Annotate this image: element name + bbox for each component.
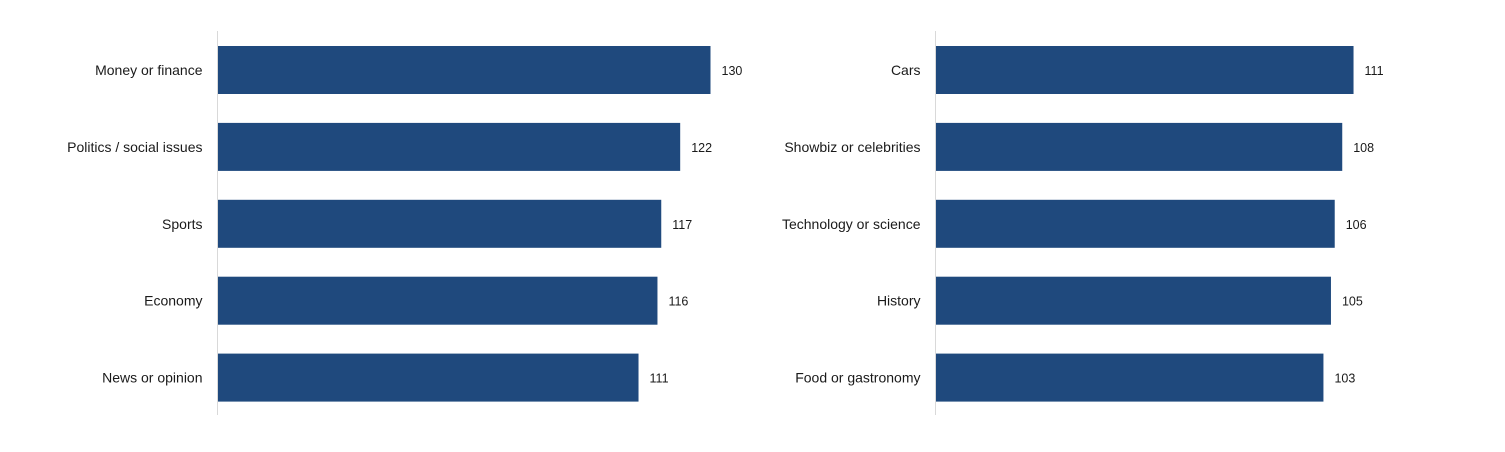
left-category-label-4: Economy (144, 293, 202, 309)
left-bar-3 (218, 199, 662, 248)
left-value-label-4: 116 (668, 295, 688, 309)
right-bar-2 (936, 122, 1343, 171)
right-value-label-3: 106 (1346, 218, 1367, 232)
left-value-label-1: 130 (722, 64, 743, 78)
right-value-label-5: 103 (1334, 372, 1355, 386)
left-bar-5 (218, 353, 639, 402)
left-category-label-1: Money or finance (95, 62, 203, 78)
right-value-label-4: 105 (1342, 295, 1363, 309)
left-value-label-5: 111 (650, 372, 669, 386)
left-bar-chart: Money or finance 130 Politics / social iss… (67, 31, 742, 415)
right-bar-3 (936, 199, 1335, 248)
right-bar-4 (936, 276, 1331, 325)
right-category-label-3: Technology or science (782, 216, 921, 232)
left-bar-4 (218, 276, 658, 325)
left-category-label-2: Politics / social issues (67, 139, 202, 155)
left-bar-2 (218, 122, 681, 171)
left-value-label-3: 117 (672, 218, 692, 232)
right-category-label-2: Showbiz or celebrities (784, 139, 920, 155)
left-category-label-5: News or opinion (102, 370, 202, 386)
left-value-label-2: 122 (691, 141, 712, 155)
right-value-label-1: 111 (1365, 64, 1384, 78)
right-category-label-4: History (877, 293, 921, 309)
right-bar-5 (936, 353, 1324, 402)
right-category-label-1: Cars (891, 62, 921, 78)
right-category-label-5: Food or gastronomy (795, 370, 920, 386)
left-bar-1 (218, 46, 711, 94)
right-bar-chart: Cars 111 Showbiz or celebrities 108 Technolo… (782, 31, 1384, 415)
right-value-label-2: 108 (1353, 141, 1374, 155)
right-bar-1 (936, 46, 1354, 94)
left-category-label-3: Sports (162, 216, 202, 232)
